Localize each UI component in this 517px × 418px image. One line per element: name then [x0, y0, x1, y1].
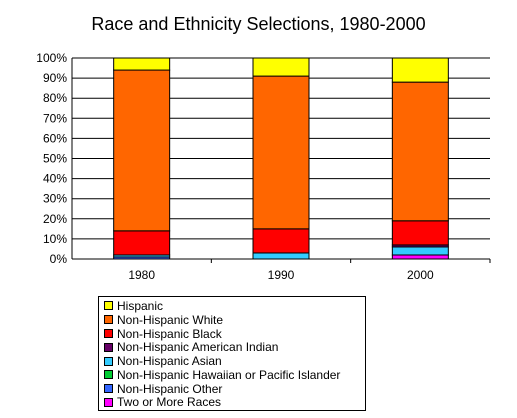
legend-label: Non-Hispanic Black [117, 326, 222, 341]
legend-item: Non-Hispanic White [104, 313, 365, 327]
legend-swatch [104, 397, 113, 407]
bar-segment [252, 57, 310, 77]
legend-swatch [104, 384, 113, 394]
y-tick-labels: 0% 10% 20% 30% 40% 50% 60% 70% 80% 90% 100% [36, 51, 67, 266]
legend-swatch [104, 370, 113, 380]
legend-swatch [104, 342, 113, 352]
bar-segment [113, 69, 171, 232]
legend-swatch [104, 301, 113, 311]
legend-item: Non-Hispanic American Indian [104, 340, 365, 354]
legend-item: Non-Hispanic Other [104, 382, 365, 396]
bar-stacks [113, 57, 449, 260]
bar-stack-2000 [391, 57, 449, 260]
legend-label: Non-Hispanic American Indian [117, 340, 279, 355]
bar-segment [252, 252, 310, 260]
legend-item: Non-Hispanic Hawaiian or Pacific Islande… [104, 368, 365, 382]
chart-title: Race and Ethnicity Selections, 1980-2000 [91, 14, 426, 34]
bar-segment [252, 75, 310, 230]
bar-segment [252, 228, 310, 254]
legend-item: Two or More Races [104, 395, 365, 410]
legend-label: Non-Hispanic Asian [117, 354, 222, 369]
x-tick-label: 1990 [268, 268, 295, 282]
y-tick-label: 40% [43, 172, 67, 186]
bar-stack-1990 [252, 57, 310, 260]
bar-segment [391, 246, 449, 256]
bar-segment [391, 254, 449, 260]
legend: Hispanic Non-Hispanic White Non-Hispanic B… [98, 296, 366, 411]
y-tick-label: 100% [36, 51, 67, 65]
y-tick-label: 0% [50, 252, 68, 266]
y-tick-label: 10% [43, 232, 67, 246]
y-tick-label: 50% [43, 152, 67, 166]
plot-area: 0%10%20%30%40%50%60%70%80%90%100% 1980 19… [36, 51, 491, 282]
bar-segment [391, 57, 449, 83]
legend-item: Non-Hispanic Black [104, 327, 365, 341]
legend-swatch [104, 315, 113, 325]
bar-segment [113, 57, 171, 71]
bar-segment [391, 220, 449, 246]
y-tick-label: 60% [43, 131, 67, 145]
y-tick-label: 20% [43, 212, 67, 226]
bar-segment [391, 81, 449, 222]
y-tick-label: 90% [43, 71, 67, 85]
legend-swatch [104, 328, 113, 338]
x-tick-label: 1980 [128, 268, 155, 282]
legend-label: Hispanic [117, 298, 164, 313]
y-tick-label: 30% [43, 192, 67, 206]
legend-label: Non-Hispanic White [117, 312, 224, 327]
x-tick-label: 2000 [407, 268, 434, 282]
legend-label: Two or More Races [117, 395, 222, 410]
bar-stack-1980 [113, 57, 171, 260]
legend-label: Non-Hispanic Other [117, 381, 223, 396]
legend-item: Hispanic [104, 299, 365, 313]
legend-label: Non-Hispanic Hawaiian or Pacific Islande… [117, 367, 341, 382]
y-tick-label: 70% [43, 111, 67, 125]
x-tick-labels: 1980 1990 2000 [128, 268, 434, 282]
legend-item: Non-Hispanic Asian [104, 354, 365, 368]
y-tick-label: 80% [43, 91, 67, 105]
axes [71, 58, 491, 263]
legend-swatch [104, 356, 113, 366]
bar-segment [113, 230, 171, 256]
